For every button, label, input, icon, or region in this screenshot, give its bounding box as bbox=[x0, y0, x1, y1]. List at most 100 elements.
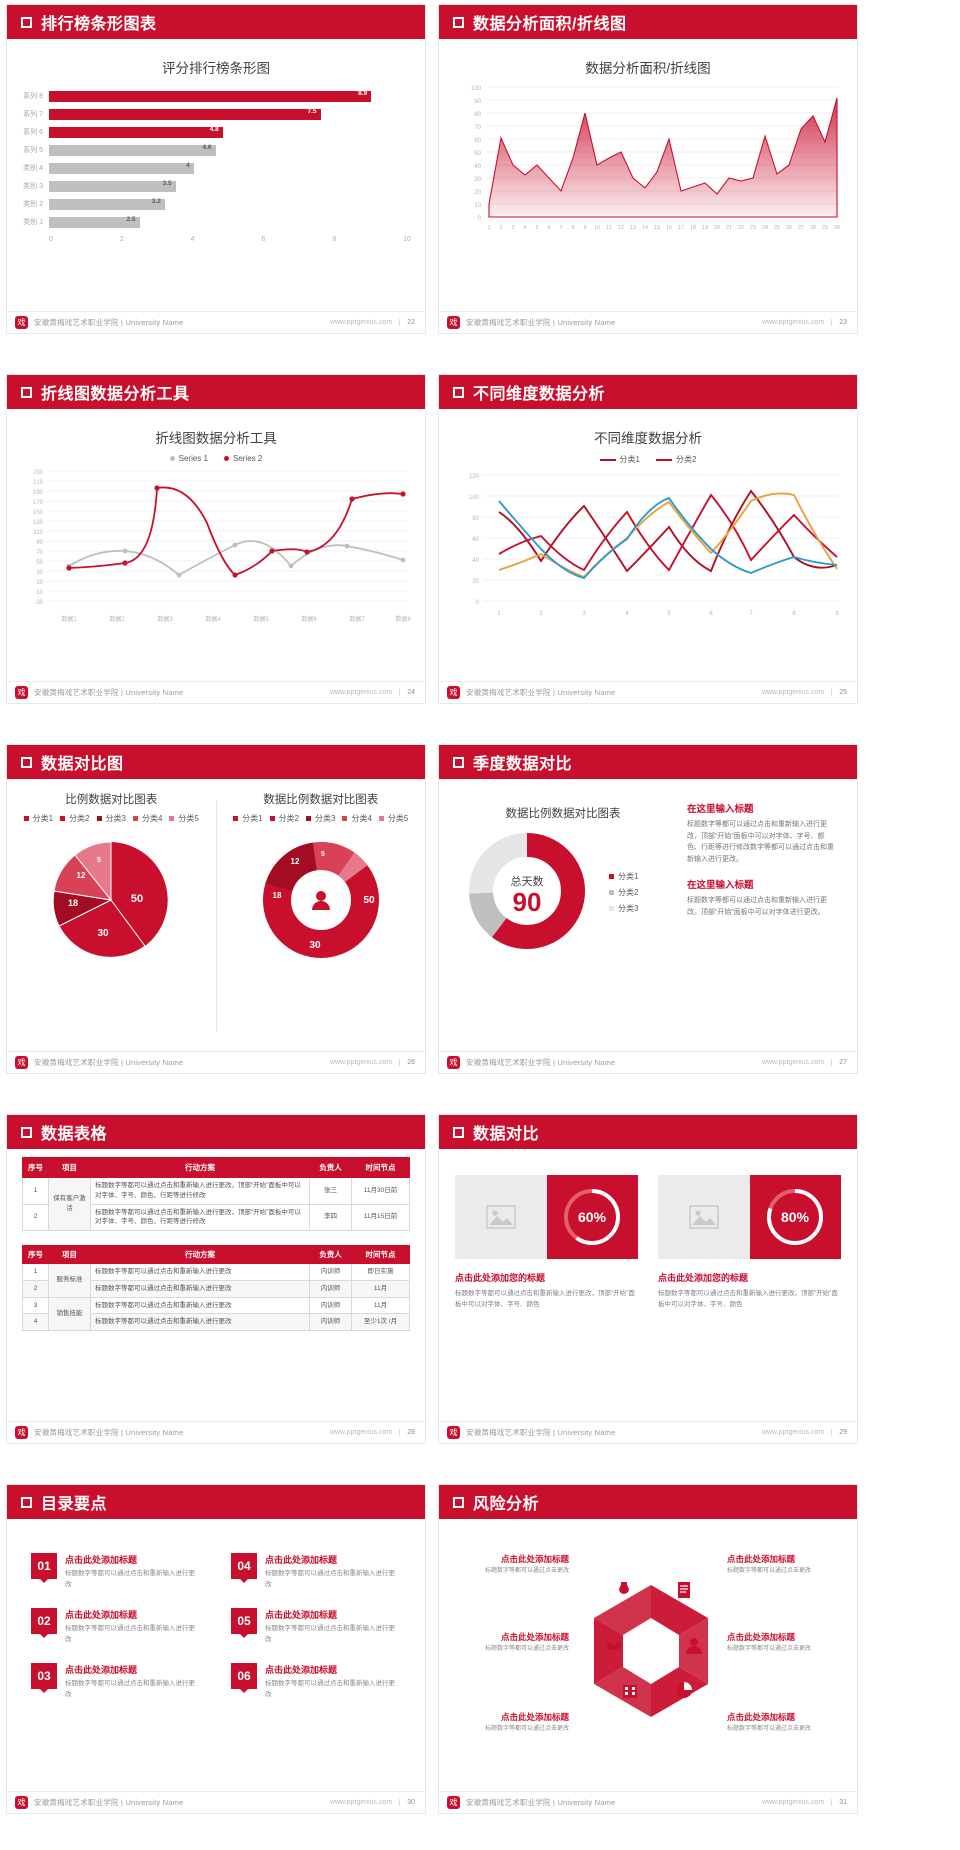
svg-text:0: 0 bbox=[476, 600, 480, 606]
svg-text:7: 7 bbox=[559, 225, 562, 231]
svg-text:29: 29 bbox=[822, 225, 828, 231]
legend-item: Series 2 bbox=[224, 454, 262, 463]
bar-label: 系列 5 bbox=[23, 147, 43, 154]
school-logo-icon: 戏 bbox=[15, 316, 28, 329]
data-table-2[interactable]: 序号 项目 行动方案 负责人 时间节点 1 服务标准 标题数字等都可以通过点击和… bbox=[22, 1245, 410, 1331]
cell-date: 11月15日前 bbox=[351, 1203, 410, 1231]
pie-slice-value: 30 bbox=[98, 928, 110, 939]
footer-org: 安徽黄梅戏艺术职业学院 | University Name bbox=[466, 1428, 616, 1437]
slide-thumbnail-22[interactable]: 排行榜条形图表 评分排行榜条形图 系列 8 8.9 系列 7 7.5 系列 6 4.8… bbox=[6, 4, 426, 334]
square-bullet-icon bbox=[21, 16, 32, 28]
legend-label: 分类3 bbox=[105, 814, 126, 823]
cell-index: 1 bbox=[22, 1263, 49, 1281]
slide-footer: 戏 安徽黄梅戏艺术职业学院 | University Name www.pptg… bbox=[439, 681, 857, 703]
label-heading: 点击此处添加标题 bbox=[500, 1632, 569, 1642]
money-bag-icon bbox=[619, 1582, 629, 1594]
slide-body: 数据比例数据对比图表 总天数 90 分类1 分类2 bbox=[439, 779, 857, 1053]
school-logo-icon: 戏 bbox=[447, 686, 460, 699]
bar-label: 类别 3 bbox=[23, 183, 43, 190]
catalog-item[interactable]: 04 点击此处添加标题 标题数字等都可以通过点击和重新输入进行更改 bbox=[231, 1553, 401, 1590]
slide-thumbnail-24[interactable]: 折线图数据分析工具 折线图数据分析工具 Series 1 Series 2 bbox=[6, 374, 426, 704]
school-logo-icon: 戏 bbox=[15, 1056, 28, 1069]
cell-index: 2 bbox=[22, 1279, 49, 1298]
pie-slice-value: 18 bbox=[68, 898, 78, 908]
catalog-item[interactable]: 03 点击此处添加标题 标题数字等都可以通过点击和重新输入进行更改 bbox=[31, 1663, 201, 1700]
slide-thumbnail-28[interactable]: 数据表格 序号 项目 行动方案 负责人 时间节点 1 保有客户激活 标题数字等都… bbox=[6, 1114, 426, 1444]
cell-project: 保有客户激活 bbox=[48, 1177, 91, 1231]
svg-text:30: 30 bbox=[474, 177, 481, 183]
catalog-item[interactable]: 05 点击此处添加标题 标题数字等都可以通过点击和重新输入进行更改 bbox=[231, 1608, 401, 1645]
footer-org: 安徽黄梅戏艺术职业学院 | University Name bbox=[34, 318, 184, 327]
legend-item: 分类2 bbox=[609, 887, 638, 898]
footer-url: www.pptgenius.com bbox=[761, 1799, 825, 1806]
square-bullet-icon bbox=[453, 386, 464, 398]
svg-text:9: 9 bbox=[583, 225, 586, 231]
bar-value: 4.6 bbox=[202, 143, 212, 151]
slide-title-bar: 季度数据对比 bbox=[439, 745, 857, 779]
multi-line-chart: 120 100 80 60 40 20 0 1 2 3 4 5 6 7 8 9 bbox=[469, 474, 839, 617]
text-block: 在这里输入标题 标题数字等都可以通过点击和重新输入进行更改，顶部“开始”面板中可… bbox=[687, 783, 837, 1053]
cell-plan: 标题数字等都可以通过点击和重新输入进行更改 bbox=[90, 1263, 310, 1281]
chart-title: 不同维度数据分析 bbox=[594, 431, 702, 446]
table-row: 1 保有客户激活 标题数字等都可以通过点击和重新输入进行更改，顶部“开始”面板中… bbox=[22, 1177, 410, 1231]
svg-text:22: 22 bbox=[738, 225, 744, 231]
svg-text:190: 190 bbox=[33, 490, 44, 496]
svg-text:2: 2 bbox=[499, 225, 502, 231]
slide-title: 目录要点 bbox=[41, 1496, 108, 1513]
slide-thumbnail-30[interactable]: 目录要点 01 点击此处添加标题 标题数字等都可以通过点击和重新输入进行更改 0… bbox=[6, 1484, 426, 1814]
svg-text:20: 20 bbox=[474, 190, 481, 196]
bar-chart: 系列 8 8.9 系列 7 7.5 系列 6 4.8 系列 5 4.6 类别 4 4 类别… bbox=[7, 77, 425, 244]
table-row: 3 销售技能 标题数字等都可以通过点击和重新输入进行更改 内训师 11月 bbox=[22, 1296, 410, 1331]
cell-date: 11月30日前 bbox=[351, 1177, 410, 1205]
legend-item: 分类1 bbox=[23, 813, 53, 824]
svg-text:50: 50 bbox=[474, 151, 481, 157]
bar-label: 系列 8 bbox=[23, 93, 43, 100]
slide-thumbnail-23[interactable]: 数据分析面积/折线图 数据分析面积/折线图 bbox=[438, 4, 858, 334]
slide-body: 60% 点击此处添加您的标题 标题数字等都可以通过点击和重新输入进行更改，顶部“… bbox=[439, 1149, 857, 1423]
x-tick: 8 bbox=[332, 236, 337, 243]
catalog-item[interactable]: 06 点击此处添加标题 标题数字等都可以通过点击和重新输入进行更改 bbox=[231, 1663, 401, 1700]
slide-footer: 戏 安徽黄梅戏艺术职业学院 | University Name www.pptg… bbox=[7, 311, 425, 333]
legend-label: 分类2 bbox=[676, 455, 697, 464]
slide-footer: 戏 安徽黄梅戏艺术职业学院 | University Name www.pptg… bbox=[7, 681, 425, 703]
slide-body: 折线图数据分析工具 Series 1 Series 2 230 210 190 1 bbox=[7, 409, 425, 683]
slide-thumbnail-31[interactable]: 风险分析 bbox=[438, 1484, 858, 1814]
svg-text:4: 4 bbox=[625, 611, 629, 617]
svg-text:0: 0 bbox=[478, 216, 482, 222]
doughnut-slice-value: 12 bbox=[290, 857, 299, 866]
svg-text:90: 90 bbox=[36, 540, 43, 546]
bar-row: 系列 5 4.6 bbox=[15, 141, 411, 159]
catalog-item[interactable]: 02 点击此处添加标题 标题数字等都可以通过点击和重新输入进行更改 bbox=[31, 1608, 201, 1645]
data-table-1[interactable]: 序号 项目 行动方案 负责人 时间节点 1 保有客户激活 标题数字等都可以通过点… bbox=[22, 1157, 410, 1231]
bar-value: 7.5 bbox=[307, 107, 317, 115]
svg-text:150: 150 bbox=[33, 510, 44, 516]
slide-footer: 戏 安徽黄梅戏艺术职业学院 | University Name www.pptg… bbox=[439, 311, 857, 333]
label-body: 标题数字等都可以通过点击更改 bbox=[484, 1726, 569, 1732]
slide-title-bar: 数据对比 bbox=[439, 1115, 857, 1149]
picture-icon bbox=[486, 1205, 516, 1229]
catalog-item[interactable]: 01 点击此处添加标题 标题数字等都可以通过点击和重新输入进行更改 bbox=[31, 1553, 201, 1590]
slide-title-bar: 目录要点 bbox=[7, 1485, 425, 1519]
handshake-icon bbox=[606, 1642, 622, 1650]
chart-legend: 分类1 分类2 分类3 bbox=[609, 871, 638, 914]
footer-page-number: 22 bbox=[399, 319, 415, 326]
legend-label: 分类1 bbox=[242, 814, 263, 823]
footer-org: 安徽黄梅戏艺术职业学院 | University Name bbox=[466, 1798, 616, 1807]
slide-thumbnail-26[interactable]: 数据对比图 比例数据对比图表 分类1 分类2 分类3 分类4 分类5 bbox=[6, 744, 426, 1074]
text-heading: 在这里输入标题 bbox=[687, 804, 754, 815]
cell-owner: 内训师 bbox=[309, 1296, 352, 1315]
legend-item: 分类5 bbox=[378, 813, 408, 824]
svg-text:4: 4 bbox=[523, 225, 526, 231]
slide-thumbnail-25[interactable]: 不同维度数据分析 不同维度数据分析 分类1 分类2 120 100 80 60 40 2… bbox=[438, 374, 858, 704]
column-header: 时间节点 bbox=[351, 1157, 410, 1178]
cell-date: 至少1次 /月 bbox=[351, 1313, 410, 1331]
svg-text:9: 9 bbox=[835, 611, 839, 617]
legend-item: 分类2 bbox=[60, 813, 90, 824]
slide-thumbnail-29[interactable]: 数据对比 bbox=[438, 1114, 858, 1444]
x-tick: 0 bbox=[49, 236, 53, 243]
svg-text:10: 10 bbox=[474, 203, 481, 209]
slide-thumbnail-27[interactable]: 季度数据对比 数据比例数据对比图表 总天数 90 bbox=[438, 744, 858, 1074]
document-icon bbox=[678, 1582, 690, 1598]
label-body: 标题数字等都可以通过点击更改 bbox=[484, 1646, 569, 1652]
footer-url: www.pptgenius.com bbox=[329, 1059, 393, 1066]
